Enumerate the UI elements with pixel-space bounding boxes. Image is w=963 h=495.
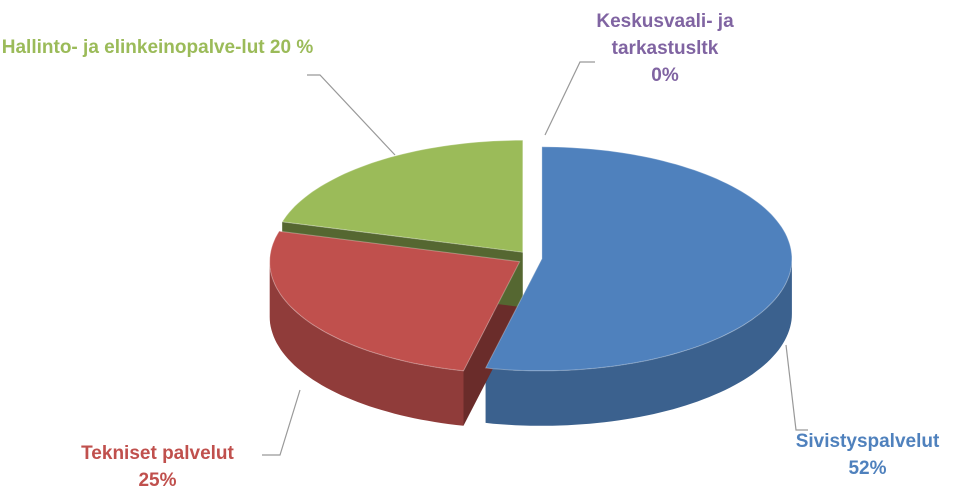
slice <box>281 139 524 253</box>
category-label: Hallinto- ja elinkeinopalve-lut <box>1 37 265 58</box>
leader-line <box>785 344 808 431</box>
leader-line <box>262 389 301 456</box>
leader-line <box>307 74 396 156</box>
value-label: 52% <box>848 458 887 479</box>
category-label: Tekniset palvelut <box>81 443 234 464</box>
label: Sivistyspalvelut 52% <box>770 428 963 482</box>
value-label: 25% <box>138 470 177 491</box>
pie <box>269 139 793 426</box>
value-label: 20 % <box>269 37 314 58</box>
slice <box>484 146 793 372</box>
label: Tekniset palvelut 25% <box>50 440 265 494</box>
label: Keskusvaali- ja tarkastusltk 0% <box>565 8 765 89</box>
slice <box>269 230 521 372</box>
slice-side <box>485 258 792 426</box>
category-label: Keskusvaali- ja tarkastusltk <box>596 11 734 59</box>
label: Hallinto- ja elinkeinopalve-lut 20 % <box>0 34 315 61</box>
leader-line <box>544 61 595 136</box>
category-label: Sivistyspalvelut <box>795 431 940 452</box>
value-label: 0% <box>651 65 679 86</box>
slice-side <box>269 261 464 426</box>
